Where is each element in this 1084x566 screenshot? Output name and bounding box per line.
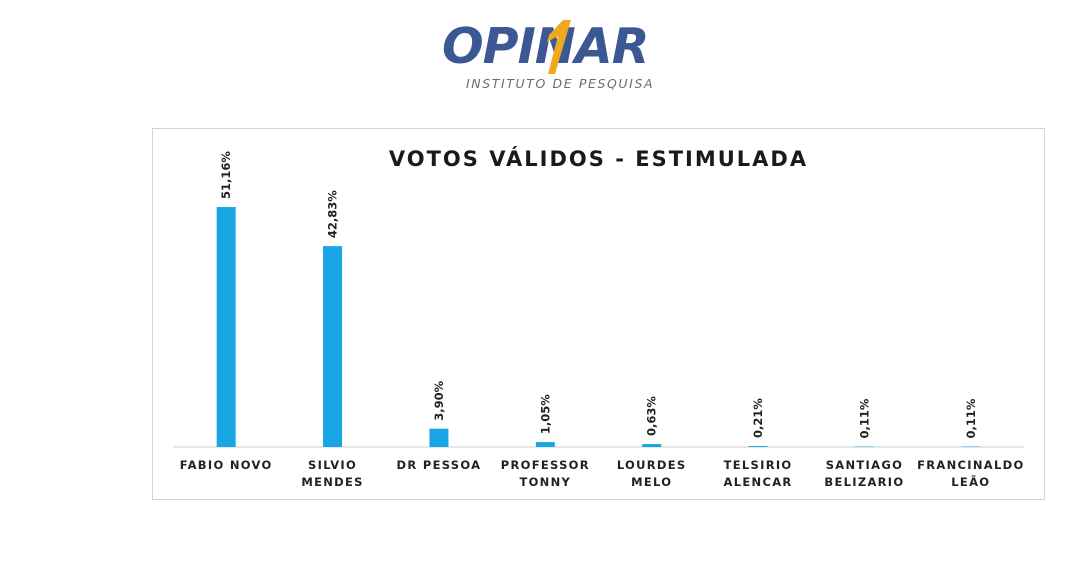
opinar-logo: OPINAR INSTITUTO DE PESQUISA [440, 14, 670, 96]
bar-chart: 51,16% FABIO NOVO 42,83% SILVIO MENDES 3,90% D… [173, 151, 1024, 489]
category-label: LEÃO [951, 474, 990, 489]
category-label: PROFESSOR [501, 458, 590, 472]
data-label: 0,11% [857, 398, 871, 438]
chart-title: VOTOS VÁLIDOS - ESTIMULADA [388, 147, 809, 171]
bar [748, 446, 768, 447]
category-label: FRANCINALDO [917, 458, 1024, 472]
data-label: 51,16% [219, 151, 233, 199]
category-label: MENDES [301, 475, 363, 489]
bar [429, 428, 449, 447]
logo-wordmark: OPINAR [442, 18, 649, 75]
category-label: TONNY [519, 475, 571, 489]
category-label: SILVIO [308, 458, 357, 472]
category-label: SANTIAGO [826, 458, 903, 472]
category-label: ALENCAR [724, 475, 793, 489]
logo-accent-icon [547, 20, 571, 74]
bar [216, 207, 236, 447]
data-label: 1,05% [538, 394, 552, 434]
bar [535, 442, 555, 447]
bar [961, 446, 981, 447]
bar [323, 246, 343, 447]
category-label: DR PESSOA [397, 458, 482, 472]
category-label: BELIZARIO [824, 475, 904, 489]
category-label: MELO [631, 475, 672, 489]
data-label: 0,11% [964, 398, 978, 438]
category-label: TELSIRIO [724, 458, 793, 472]
logo-tagline: INSTITUTO DE PESQUISA [466, 76, 655, 91]
category-label: FABIO NOVO [180, 458, 273, 472]
category-label: LOURDES [617, 458, 687, 472]
data-label: 0,63% [645, 396, 659, 436]
chart-panel: VOTOS VÁLIDOS - ESTIMULADA 51,16% FABIO N… [152, 128, 1045, 500]
bar [854, 446, 874, 447]
data-label: 42,83% [326, 190, 340, 238]
bar [642, 444, 662, 447]
data-label: 0,21% [751, 398, 765, 438]
data-label: 3,90% [432, 380, 446, 420]
